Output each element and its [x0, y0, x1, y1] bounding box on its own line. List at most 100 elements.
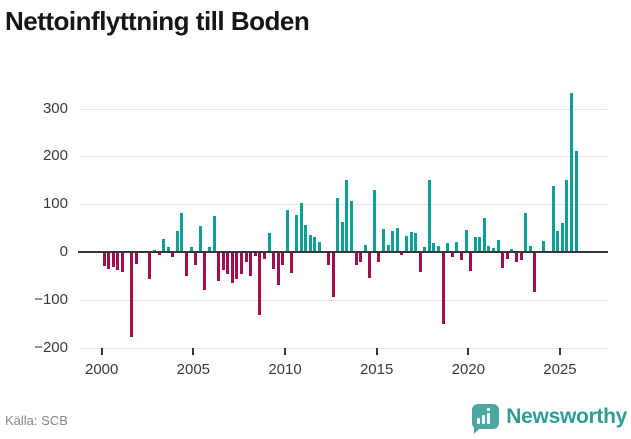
- bar: [551, 185, 555, 252]
- bar: [574, 150, 578, 252]
- bar: [404, 236, 408, 252]
- bar: [134, 253, 138, 264]
- bar: [240, 253, 243, 274]
- bar: [533, 253, 537, 293]
- newsworthy-brand-link[interactable]: Newsworthy: [472, 404, 627, 434]
- bar: [166, 247, 170, 252]
- grid-line: [80, 204, 607, 205]
- logo-bar-icon: [482, 415, 486, 424]
- bar: [327, 253, 330, 265]
- bar: [519, 253, 523, 260]
- x-axis-label: 2010: [268, 361, 302, 378]
- bar: [304, 225, 308, 252]
- bar: [235, 253, 239, 279]
- bar: [276, 253, 280, 285]
- bar: [469, 253, 473, 272]
- bar: [492, 248, 495, 252]
- bar: [217, 253, 221, 281]
- bar: [198, 226, 202, 252]
- logo-bar-icon: [487, 413, 491, 424]
- x-axis-tick: [467, 348, 470, 355]
- y-axis-label: 0: [59, 243, 68, 260]
- bar: [267, 232, 271, 252]
- bar: [459, 253, 463, 261]
- bar: [455, 242, 459, 252]
- chart-title: Nettoinflyttning till Boden: [5, 6, 310, 36]
- bar: [221, 253, 225, 270]
- bar: [230, 253, 234, 284]
- bar: [350, 200, 353, 252]
- bar: [482, 217, 486, 252]
- bar: [253, 253, 257, 257]
- y-axis-label: −100: [34, 290, 68, 308]
- bar: [441, 253, 445, 324]
- bar: [556, 231, 560, 252]
- bar: [400, 253, 404, 256]
- y-axis-label: 100: [42, 195, 68, 213]
- x-axis-label: 2015: [359, 361, 394, 378]
- bar: [111, 253, 115, 268]
- bar: [487, 246, 491, 252]
- bar: [308, 234, 312, 252]
- bar: [363, 245, 367, 252]
- y-axis-label: 300: [42, 99, 68, 117]
- bar: [473, 237, 477, 252]
- x-axis-tick: [100, 348, 103, 355]
- bar: [450, 253, 454, 258]
- bar: [212, 216, 216, 253]
- bar: [285, 209, 289, 252]
- bar: [189, 246, 193, 252]
- bar: [340, 221, 344, 252]
- bar: [262, 253, 266, 259]
- bar: [418, 253, 422, 273]
- bar: [102, 253, 106, 267]
- bar: [359, 253, 363, 263]
- bar: [313, 237, 317, 252]
- bar: [464, 229, 468, 252]
- bar: [180, 212, 184, 252]
- x-axis-tick: [375, 348, 378, 355]
- bar: [258, 253, 262, 316]
- bar: [148, 253, 152, 280]
- bar: [386, 244, 390, 252]
- grid-line: [80, 300, 607, 301]
- bar: [107, 253, 111, 270]
- bar: [501, 253, 505, 269]
- x-axis-tick: [284, 348, 286, 355]
- y-axis-label: 200: [42, 147, 68, 165]
- bar: [157, 253, 161, 255]
- bar: [331, 253, 335, 297]
- grid-line: [80, 156, 607, 157]
- bar: [272, 253, 276, 270]
- bar: [427, 180, 431, 252]
- bar: [372, 189, 376, 252]
- bar: [446, 243, 450, 252]
- bar: [391, 230, 395, 252]
- bar: [207, 247, 211, 252]
- bar: [382, 229, 385, 252]
- y-axis-label: −200: [34, 338, 68, 356]
- bar: [510, 249, 514, 252]
- x-axis-tick: [192, 348, 195, 355]
- bar: [409, 231, 413, 252]
- bar: [565, 179, 569, 252]
- bar: [423, 247, 427, 252]
- bar: [414, 232, 418, 252]
- speech-bubble-tail: [474, 427, 482, 434]
- bar: [175, 230, 179, 252]
- source-label: Källa: SCB: [5, 413, 68, 428]
- bar: [120, 253, 124, 272]
- bar: [130, 253, 133, 337]
- bar: [295, 215, 298, 252]
- bar: [505, 253, 509, 260]
- bar: [244, 253, 248, 262]
- newsworthy-wordmark: Newsworthy: [506, 404, 627, 428]
- bar: [528, 246, 532, 252]
- zero-baseline: [78, 251, 608, 253]
- bar: [514, 253, 518, 262]
- grid-line: [80, 348, 607, 349]
- bar: [336, 198, 340, 252]
- x-axis-label: 2020: [451, 361, 485, 378]
- bar: [478, 237, 482, 252]
